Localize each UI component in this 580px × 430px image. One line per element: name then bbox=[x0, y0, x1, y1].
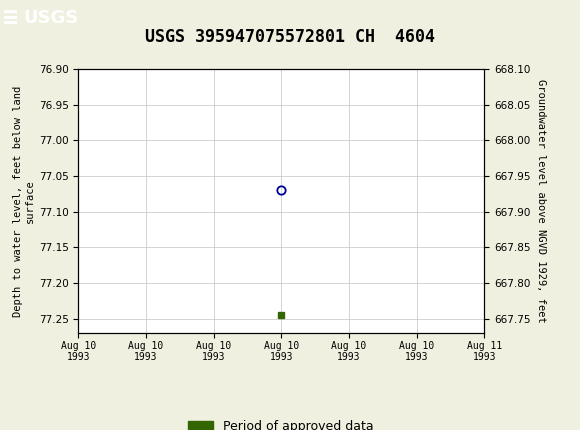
Y-axis label: Depth to water level, feet below land
surface: Depth to water level, feet below land su… bbox=[13, 86, 35, 316]
Text: USGS: USGS bbox=[23, 9, 78, 27]
Y-axis label: Groundwater level above NGVD 1929, feet: Groundwater level above NGVD 1929, feet bbox=[536, 79, 546, 323]
Legend: Period of approved data: Period of approved data bbox=[183, 415, 379, 430]
Text: USGS 395947075572801 CH  4604: USGS 395947075572801 CH 4604 bbox=[145, 28, 435, 46]
Text: ≡: ≡ bbox=[3, 6, 18, 30]
